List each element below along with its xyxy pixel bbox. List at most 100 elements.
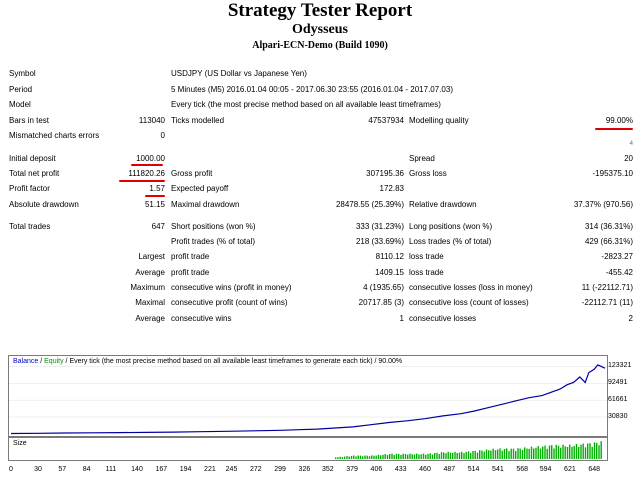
- size-bar: [548, 445, 551, 459]
- x-tick-label: 433: [394, 466, 407, 473]
- x-tick-label: 84: [82, 466, 91, 473]
- size-bar: [465, 451, 467, 459]
- period-value: 5 Minutes (M5) 2016.01.04 00:05 - 2017.0…: [171, 85, 453, 94]
- size-bar: [404, 454, 407, 459]
- size-bar: [569, 444, 571, 459]
- size-bar: [528, 448, 530, 459]
- model-label: Model: [9, 100, 31, 109]
- max-consec-losses-label: consecutive losses (loss in money): [409, 283, 533, 292]
- x-tick-label: 194: [179, 466, 192, 473]
- max-drawdown-label: Maximal drawdown: [171, 200, 240, 209]
- size-bar: [409, 453, 411, 459]
- average-loss-label: loss trade: [409, 268, 444, 277]
- avg-consec-wins-value: 1: [399, 314, 404, 323]
- x-tick-label: 299: [274, 466, 286, 473]
- size-bar: [519, 448, 521, 459]
- legend-rest: / Every tick (the most precise method ba…: [63, 358, 403, 365]
- size-bar: [555, 444, 557, 459]
- symbol-value: USDJPY (US Dollar vs Japanese Yen): [171, 69, 307, 78]
- x-tick-label: 245: [225, 466, 238, 473]
- size-bar: [359, 455, 362, 459]
- x-tick-label: 621: [564, 466, 576, 473]
- size-bar: [539, 448, 542, 459]
- deposit-label: Initial deposit: [9, 154, 56, 163]
- model-value: Every tick (the most precise method base…: [171, 100, 441, 109]
- size-bar: [348, 456, 350, 459]
- profit-trades-label: Profit trades (% of total): [171, 237, 256, 246]
- size-bar: [427, 453, 429, 459]
- x-tick-label: 379: [346, 466, 358, 473]
- legend-balance: Balance: [13, 358, 39, 365]
- size-bar: [562, 444, 564, 459]
- size-bar: [395, 453, 398, 459]
- legend-sep: /: [38, 358, 45, 365]
- size-bar: [537, 446, 539, 459]
- rel-drawdown-value: 37.37% (970.56): [573, 200, 633, 209]
- size-bar: [454, 451, 456, 459]
- size-bar: [447, 451, 449, 459]
- size-bar: [591, 446, 593, 459]
- size-bar: [431, 454, 434, 459]
- stray-mark: 4: [629, 141, 633, 147]
- size-bar: [344, 456, 346, 459]
- size-bar: [449, 452, 452, 459]
- deposit-value: 1000.00: [136, 154, 165, 163]
- size-chart: Size: [8, 437, 608, 461]
- expected-payoff-value: 172.83: [379, 184, 404, 193]
- size-bar: [575, 444, 578, 459]
- size-bar: [544, 445, 546, 459]
- size-bar: [481, 450, 483, 459]
- x-tick-label: 167: [155, 466, 168, 473]
- mismatched-label: Mismatched charts errors: [9, 131, 100, 140]
- size-bar: [407, 454, 409, 459]
- bars-value: 113040: [138, 116, 165, 125]
- size-bar: [337, 457, 339, 459]
- gross-profit-value: 307195.36: [366, 169, 404, 178]
- x-tick-label: 326: [298, 466, 311, 473]
- x-tick-label: 594: [539, 466, 552, 473]
- loss-trades-label: Loss trades (% of total): [409, 237, 492, 246]
- x-tick-label: 352: [321, 466, 334, 473]
- netprofit-underline: [119, 180, 165, 182]
- symbol-label: Symbol: [9, 69, 36, 78]
- size-bar: [600, 441, 602, 459]
- size-bar: [346, 456, 348, 459]
- size-bar: [357, 455, 359, 459]
- profit-trades-value: 218 (33.69%): [355, 237, 404, 246]
- size-bar: [533, 448, 535, 459]
- average-profit-label: profit trade: [171, 268, 210, 277]
- size-bar: [380, 455, 382, 459]
- size-bar: [488, 450, 490, 459]
- x-tick-label: 487: [443, 466, 456, 473]
- size-bar: [371, 455, 373, 459]
- average-prefix: Average: [135, 268, 165, 277]
- size-bar: [425, 454, 427, 459]
- x-tick-label: 648: [588, 466, 601, 473]
- maximum-prefix: Maximum: [130, 283, 165, 292]
- size-bar: [503, 449, 506, 459]
- size-bar: [515, 451, 517, 459]
- size-bar: [400, 455, 402, 459]
- size-bar: [456, 453, 458, 459]
- largest-loss-label: loss trade: [409, 252, 444, 261]
- size-bar: [479, 450, 481, 459]
- pfactor-underline: [145, 195, 165, 197]
- size-bar: [393, 455, 395, 459]
- size-bar: [517, 448, 519, 459]
- netprofit-label: Total net profit: [9, 169, 60, 178]
- size-bar: [573, 445, 575, 459]
- size-bar: [362, 456, 364, 459]
- spread-value: 20: [624, 154, 633, 163]
- max-consec-wins-label: consecutive wins (profit in money): [171, 283, 292, 292]
- size-bar: [472, 451, 474, 459]
- size-bar: [366, 455, 368, 459]
- short-positions-value: 333 (31.23%): [355, 222, 404, 231]
- size-bar: [461, 451, 463, 459]
- size-bar: [438, 454, 440, 459]
- largest-profit-value: 8110.12: [375, 252, 404, 261]
- largest-prefix: Largest: [138, 252, 165, 261]
- size-bar: [564, 446, 566, 459]
- pfactor-label: Profit factor: [9, 184, 50, 193]
- spread-label: Spread: [409, 154, 435, 163]
- max-drawdown-value: 28478.55 (25.39%): [335, 200, 404, 209]
